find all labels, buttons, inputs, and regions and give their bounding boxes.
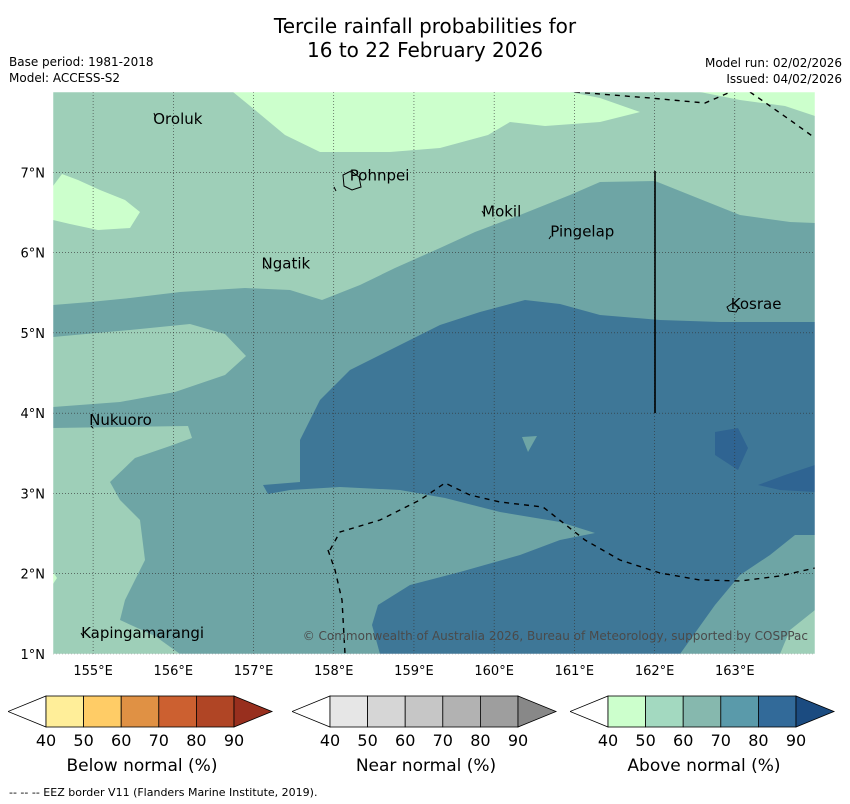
colorbar-below-label: Below normal (%) bbox=[66, 756, 218, 776]
colorbar-below-svg: 40 50 60 70 80 90 bbox=[6, 695, 274, 750]
issued-date: Issued: 04/02/2026 bbox=[726, 72, 842, 86]
lon-tick-label: 159°E bbox=[394, 664, 434, 679]
place-label-nukuoro: Nukuoro bbox=[89, 411, 152, 429]
lon-tick-label: 156°E bbox=[154, 664, 194, 679]
colorbar-below-segment bbox=[158, 695, 197, 728]
colorbar-above: 40 50 60 70 80 90 bbox=[568, 695, 838, 754]
colorbar-above-svg: 40 50 60 70 80 90 bbox=[568, 695, 836, 750]
lon-tick-label: 157°E bbox=[234, 664, 274, 679]
colorbar-above-high-arrow bbox=[795, 695, 836, 728]
colorbar-below-segment bbox=[45, 695, 84, 728]
place-label-mokil: Mokil bbox=[482, 202, 521, 220]
colorbar-above-segment bbox=[645, 695, 684, 728]
colorbar-above-segment bbox=[757, 695, 797, 728]
prob-region-50-northeast bbox=[700, 92, 815, 116]
eez-border bbox=[327, 92, 815, 654]
colorbar-below-low-arrow bbox=[6, 695, 47, 728]
prob-region-50-north bbox=[233, 92, 640, 152]
colorbar-below-segment bbox=[195, 695, 235, 728]
colorbar-above-tick: 40 bbox=[598, 731, 618, 750]
pohnpei-island bbox=[342, 170, 362, 191]
colorbar-above-low-arrow bbox=[568, 695, 609, 728]
lon-tick-label: 162°E bbox=[635, 664, 675, 679]
colorbar-near-tick: 40 bbox=[320, 731, 340, 750]
colorbar-below-segment bbox=[120, 695, 160, 728]
place-label-kosrae: Kosrae bbox=[731, 295, 782, 313]
island-outlines bbox=[80, 112, 740, 637]
prob-region-90-east bbox=[758, 465, 815, 492]
base-period: Base period: 1981-2018 bbox=[9, 55, 154, 69]
colorbar-near-tick: 80 bbox=[470, 731, 490, 750]
lat-tick-label: 4°N bbox=[21, 407, 46, 422]
colorbar-above-segment bbox=[720, 695, 759, 728]
map-frame bbox=[52, 91, 816, 655]
lat-tick-label: 1°N bbox=[21, 648, 46, 663]
prob-region-60-pocket bbox=[53, 324, 246, 407]
colorbar-above-tick: 80 bbox=[748, 731, 768, 750]
colorbar-above-tick: 50 bbox=[635, 731, 655, 750]
colorbar-below-tick: 40 bbox=[36, 731, 56, 750]
colorbar-near-tick: 60 bbox=[395, 731, 415, 750]
colorbar-near-segment bbox=[367, 695, 406, 728]
prob-region-70-islet bbox=[522, 436, 537, 452]
colorbar-near-segment bbox=[479, 695, 519, 728]
colorbar-below-tick: 90 bbox=[224, 731, 244, 750]
place-label-ngatik: Ngatik bbox=[262, 255, 311, 273]
prob-region-90-kosrae bbox=[715, 428, 748, 470]
colorbar-below: 40 50 60 70 80 90 bbox=[6, 695, 276, 754]
axis-ticks: 155°E 156°E 157°E 158°E 159°E 160°E 161°E 162°E… bbox=[21, 166, 755, 679]
place-label-pohnpei: Pohnpei bbox=[350, 166, 410, 184]
colorbar-below-tick: 50 bbox=[73, 731, 93, 750]
colorbar-near-segment bbox=[329, 695, 368, 728]
colorbar-near-label: Near normal (%) bbox=[355, 756, 497, 776]
lon-tick-label: 158°E bbox=[314, 664, 354, 679]
colorbar-near-tick: 90 bbox=[508, 731, 528, 750]
colorbar-above-tick: 90 bbox=[786, 731, 806, 750]
copyright: © Commonwealth of Australia 2026, Bureau… bbox=[303, 629, 808, 643]
lat-tick-label: 3°N bbox=[21, 487, 46, 502]
colorbar-near: 40 50 60 70 80 90 bbox=[290, 695, 560, 754]
colorbar-near-high-arrow bbox=[517, 695, 558, 728]
model-run: Model run: 02/02/2026 bbox=[704, 56, 842, 70]
title-line-2: 16 to 22 February 2026 bbox=[307, 38, 543, 62]
place-label-kapingamarangi: Kapingamarangi bbox=[81, 624, 204, 642]
title-line-1: Tercile rainfall probabilities for bbox=[273, 14, 577, 38]
place-label-pingelap: Pingelap bbox=[550, 223, 614, 241]
colorbar-near-low-arrow bbox=[290, 695, 331, 728]
lon-tick-label: 163°E bbox=[715, 664, 755, 679]
colorbar-above-label: Above normal (%) bbox=[627, 756, 781, 776]
colorbar-near-tick: 50 bbox=[357, 731, 377, 750]
prob-region-60-southeast bbox=[780, 610, 815, 654]
colorbar-near-segment bbox=[404, 695, 444, 728]
eez-legend: -- -- -- EEZ border V11 (Flanders Marine… bbox=[9, 786, 318, 799]
forecast-map: 155°E 156°E 157°E 158°E 159°E 160°E 161°E 162°E… bbox=[21, 91, 816, 679]
colorbar-below-high-arrow bbox=[233, 695, 274, 728]
lat-tick-label: 6°N bbox=[21, 247, 46, 262]
prob-region-60-southwest bbox=[53, 426, 192, 654]
lat-tick-label: 5°N bbox=[21, 327, 46, 342]
colorbar-near-tick: 70 bbox=[433, 731, 453, 750]
model-name: Model: ACCESS-S2 bbox=[9, 71, 121, 85]
place-labels: Oroluk Pohnpei Mokil Pingelap Ngatik Kosrae Nu… bbox=[81, 110, 781, 642]
prob-region-80 bbox=[263, 300, 815, 654]
colorbar-above-segment bbox=[682, 695, 722, 728]
colorbar-near-svg: 40 50 60 70 80 90 bbox=[290, 695, 558, 750]
prob-region-50-edge bbox=[53, 572, 57, 584]
colorbar-above-tick: 70 bbox=[711, 731, 731, 750]
colorbar-above-segment bbox=[607, 695, 646, 728]
lon-tick-label: 160°E bbox=[474, 664, 514, 679]
place-label-oroluk: Oroluk bbox=[153, 110, 202, 128]
colorbar-above-tick: 60 bbox=[673, 731, 693, 750]
colorbar-below-tick: 70 bbox=[149, 731, 169, 750]
colorbar-below-tick: 80 bbox=[186, 731, 206, 750]
colorbar-below-segment bbox=[83, 695, 122, 728]
kosrae-island bbox=[726, 302, 740, 313]
lon-tick-label: 161°E bbox=[555, 664, 595, 679]
lat-tick-label: 7°N bbox=[21, 166, 46, 181]
colorbar-near-segment bbox=[442, 695, 481, 728]
lon-tick-label: 155°E bbox=[73, 664, 113, 679]
lat-tick-label: 2°N bbox=[21, 568, 46, 583]
prob-region-50-west bbox=[53, 174, 140, 230]
colorbar-below-tick: 60 bbox=[111, 731, 131, 750]
